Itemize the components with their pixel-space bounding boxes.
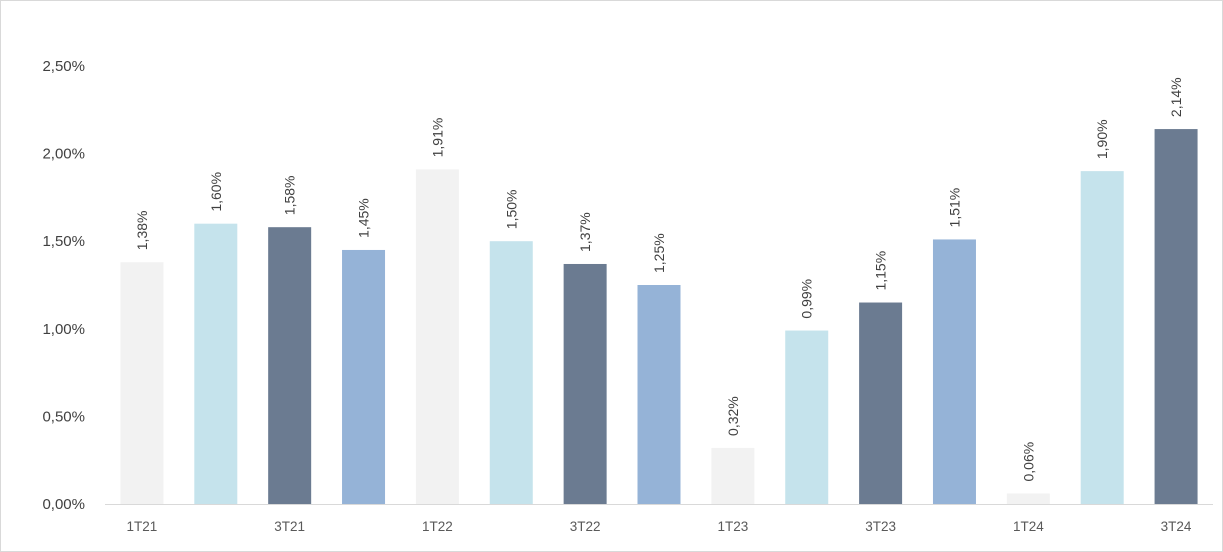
data-label: 1,90% <box>1094 119 1110 159</box>
bar <box>342 249 386 504</box>
x-tick-label: 1T23 <box>717 519 748 534</box>
bar <box>785 330 829 504</box>
data-label: 1,38% <box>134 211 150 251</box>
x-tick-label: 3T23 <box>865 519 896 534</box>
y-tick-label: 2,50% <box>42 58 85 75</box>
data-label: 1,15% <box>873 251 889 291</box>
x-tick-label: 1T24 <box>1013 519 1044 534</box>
y-tick-label: 2,00% <box>42 146 85 163</box>
bar <box>637 285 681 504</box>
bar <box>859 302 903 504</box>
data-label: 1,58% <box>282 175 298 215</box>
data-label: 1,51% <box>946 188 962 228</box>
y-tick-label: 0,00% <box>42 496 85 513</box>
data-label: 1,37% <box>577 212 593 252</box>
x-tick-label: 1T22 <box>422 519 453 534</box>
data-label: 1,60% <box>208 172 224 212</box>
bar <box>489 241 533 504</box>
bar <box>932 239 976 504</box>
data-label: 1,50% <box>503 189 519 229</box>
data-label: 1,91% <box>429 118 445 158</box>
x-tick-label: 3T24 <box>1161 519 1192 534</box>
x-tick-label: 3T22 <box>570 519 601 534</box>
y-tick-label: 0,50% <box>42 408 85 425</box>
bar <box>415 169 459 505</box>
bar <box>563 263 607 504</box>
bar <box>1154 129 1198 504</box>
bar <box>711 447 755 504</box>
y-tick-label: 1,50% <box>42 233 85 250</box>
bar <box>194 223 238 504</box>
y-tick-label: 1,00% <box>42 321 85 338</box>
bar <box>268 227 312 504</box>
x-tick-label: 1T21 <box>127 519 158 534</box>
bar <box>1080 171 1124 504</box>
data-label: 1,25% <box>651 233 667 273</box>
x-tick-label: 3T21 <box>274 519 305 534</box>
bar <box>1006 493 1050 504</box>
data-label: 1,45% <box>356 198 372 238</box>
bar <box>120 262 164 504</box>
data-label: 0,06% <box>1020 442 1036 482</box>
data-label: 2,14% <box>1168 77 1184 117</box>
data-label: 0,99% <box>799 279 815 319</box>
data-label: 0,32% <box>725 396 741 436</box>
